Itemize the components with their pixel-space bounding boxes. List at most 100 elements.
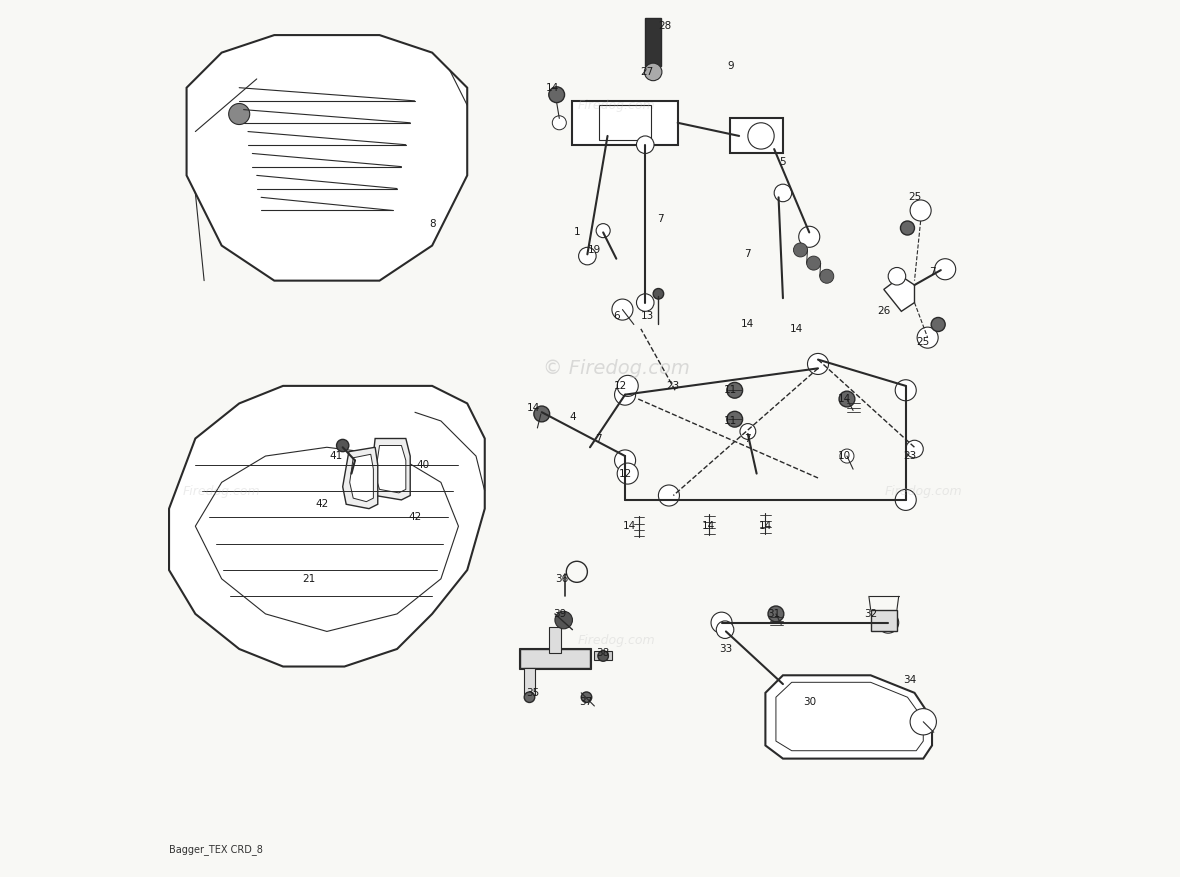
Text: 14: 14 [545, 82, 559, 93]
Circle shape [582, 692, 591, 702]
Text: 7: 7 [745, 249, 752, 260]
Text: 11: 11 [723, 385, 738, 396]
Text: 23: 23 [904, 451, 917, 461]
Text: 9: 9 [727, 61, 734, 71]
Polygon shape [186, 35, 467, 281]
Text: 21: 21 [303, 574, 316, 584]
Polygon shape [349, 454, 373, 502]
Text: 7: 7 [745, 433, 752, 444]
Circle shape [840, 449, 854, 463]
Circle shape [636, 136, 654, 153]
Polygon shape [375, 446, 406, 493]
Text: 11: 11 [723, 416, 738, 426]
Text: 31: 31 [767, 609, 781, 619]
Circle shape [712, 612, 732, 633]
Text: 7: 7 [929, 267, 936, 277]
Circle shape [889, 267, 906, 285]
Circle shape [910, 200, 931, 221]
Bar [524, 668, 535, 695]
Text: 25: 25 [907, 192, 922, 203]
Polygon shape [371, 438, 411, 500]
Circle shape [917, 327, 938, 348]
Circle shape [900, 221, 914, 235]
Text: 26: 26 [877, 306, 891, 317]
Text: 33: 33 [720, 644, 733, 654]
Text: 36: 36 [556, 574, 569, 584]
Circle shape [654, 289, 663, 299]
Text: 4: 4 [569, 411, 576, 422]
Text: 14: 14 [838, 394, 851, 404]
Polygon shape [766, 675, 932, 759]
Text: 19: 19 [588, 245, 601, 255]
Text: 14: 14 [759, 521, 772, 531]
Circle shape [839, 391, 854, 407]
Text: © Firedog.com: © Firedog.com [543, 359, 690, 378]
Circle shape [793, 243, 807, 257]
Text: 10: 10 [838, 451, 851, 461]
Text: 34: 34 [904, 674, 917, 685]
Circle shape [727, 411, 742, 427]
Polygon shape [169, 386, 485, 667]
Bar [572, 101, 677, 145]
Bar [549, 627, 560, 653]
Text: 35: 35 [526, 688, 539, 698]
Text: 23: 23 [667, 381, 680, 391]
Circle shape [596, 224, 610, 238]
Text: 32: 32 [864, 609, 877, 619]
Text: 12: 12 [614, 381, 628, 391]
Text: 14: 14 [789, 324, 802, 334]
Circle shape [615, 384, 636, 405]
Text: 40: 40 [417, 460, 430, 470]
Circle shape [820, 269, 834, 283]
Circle shape [636, 294, 654, 311]
Text: 14: 14 [741, 319, 754, 330]
Circle shape [549, 87, 564, 103]
Circle shape [878, 612, 899, 633]
Circle shape [617, 463, 638, 484]
Circle shape [931, 317, 945, 332]
Circle shape [727, 382, 742, 398]
Text: 14: 14 [702, 521, 715, 531]
Circle shape [524, 692, 535, 702]
Circle shape [906, 440, 923, 458]
Text: 14: 14 [623, 521, 636, 531]
Circle shape [774, 184, 792, 202]
Text: 25: 25 [917, 337, 930, 347]
Circle shape [229, 103, 250, 125]
Circle shape [910, 709, 937, 735]
Circle shape [896, 489, 916, 510]
Text: 7: 7 [596, 433, 602, 444]
Text: Firedog.com: Firedog.com [885, 485, 962, 497]
Bar [520, 649, 590, 668]
Text: 30: 30 [802, 696, 815, 707]
Circle shape [807, 353, 828, 374]
Text: 27: 27 [641, 67, 654, 77]
Circle shape [935, 259, 956, 280]
Text: 38: 38 [597, 648, 610, 659]
Polygon shape [884, 276, 915, 311]
Text: 37: 37 [579, 696, 592, 707]
Circle shape [896, 380, 916, 401]
Text: 5: 5 [780, 157, 786, 168]
Circle shape [578, 247, 596, 265]
Circle shape [644, 63, 662, 81]
Text: 6: 6 [612, 310, 620, 321]
Text: 39: 39 [552, 609, 566, 619]
Bar [598, 105, 651, 140]
Text: 13: 13 [641, 310, 654, 321]
Text: 41: 41 [329, 451, 342, 461]
Bar [871, 610, 897, 631]
Circle shape [807, 256, 820, 270]
Circle shape [336, 439, 349, 452]
Circle shape [612, 299, 632, 320]
Circle shape [768, 606, 784, 622]
Circle shape [617, 375, 638, 396]
Bar [730, 118, 784, 153]
Text: 42: 42 [316, 499, 329, 510]
Circle shape [533, 406, 550, 422]
Text: Bagger_TEX CRD_8: Bagger_TEX CRD_8 [169, 845, 263, 855]
Circle shape [598, 651, 609, 661]
Text: Firedog.com: Firedog.com [577, 99, 655, 111]
Circle shape [552, 116, 566, 130]
Bar [595, 651, 612, 660]
